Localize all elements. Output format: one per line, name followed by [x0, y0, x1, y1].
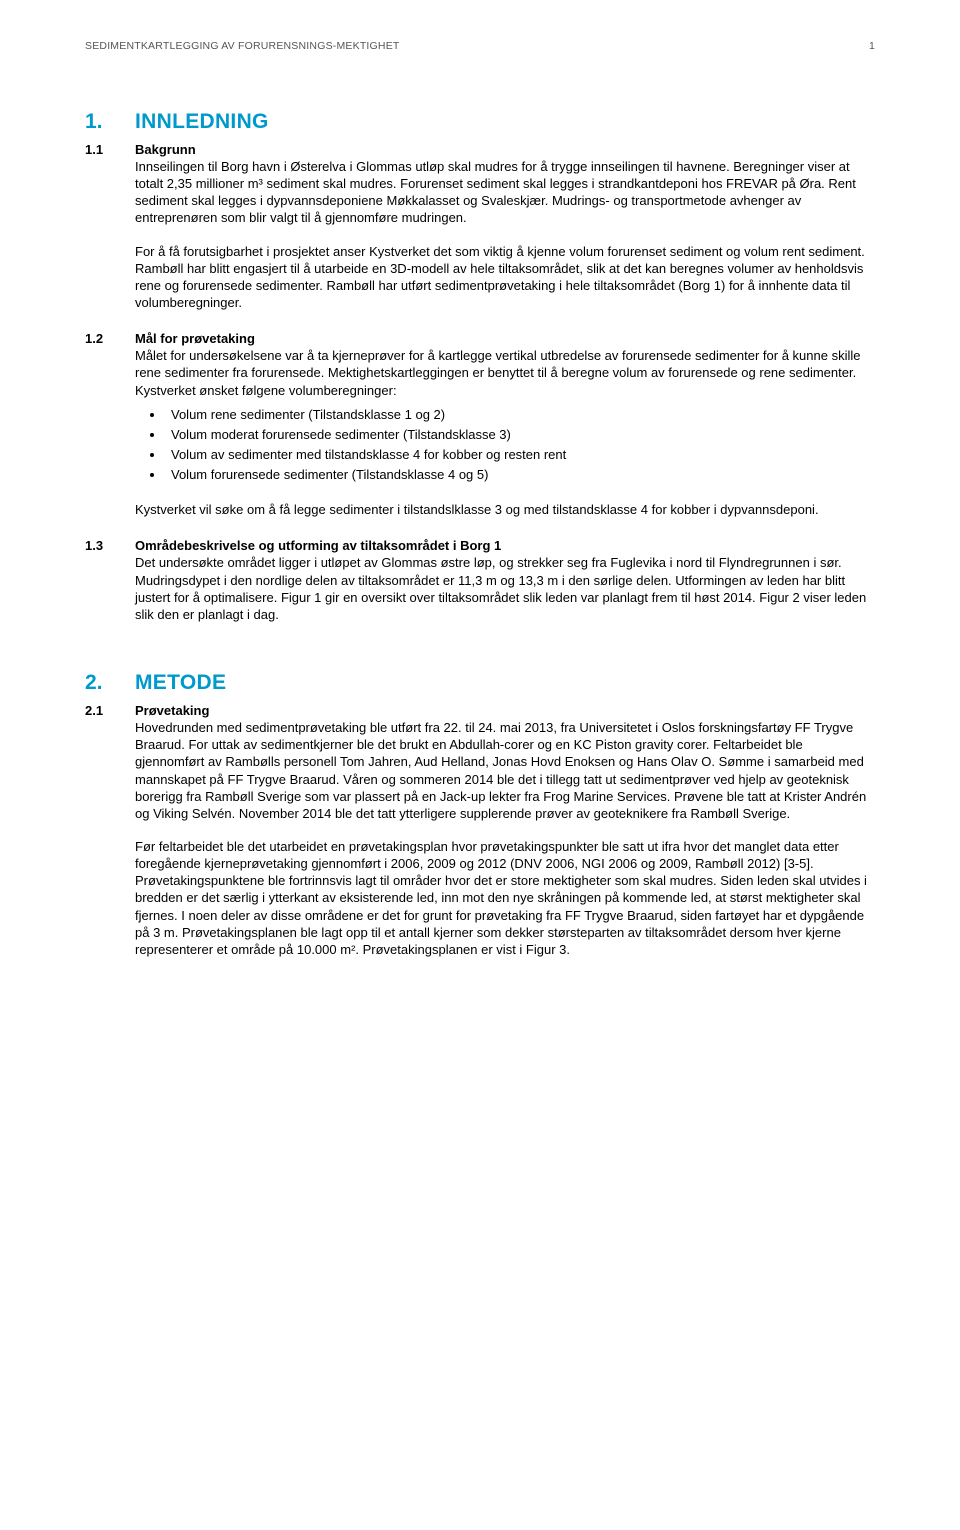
section-2-1-para-2: Før feltarbeidet ble det utarbeidet en p… — [135, 838, 875, 958]
section-1-2-title: Mål for prøvetaking — [135, 331, 875, 346]
section-2-1-para-1: Hovedrunden med sedimentprøvetaking ble … — [135, 719, 875, 822]
section-1-2-para-1: Målet for undersøkelsene var å ta kjerne… — [135, 347, 875, 398]
section-1-3-title: Områdebeskrivelse og utforming av tiltak… — [135, 538, 875, 553]
section-1-1-title: Bakgrunn — [135, 142, 875, 157]
section-1-2-number: 1.2 — [85, 331, 135, 534]
section-1-3: 1.3 Områdebeskrivelse og utforming av ti… — [85, 538, 875, 639]
section-1-1-body: Bakgrunn Innseilingen til Borg havn i Øs… — [135, 142, 875, 327]
section-2-1-number: 2.1 — [85, 703, 135, 974]
section-2-1-title: Prøvetaking — [135, 703, 875, 718]
section-1-3-body: Områdebeskrivelse og utforming av tiltak… — [135, 538, 875, 639]
section-1-2-bullet-list: Volum rene sedimenter (Tilstandsklasse 1… — [135, 405, 875, 486]
section-1-3-number: 1.3 — [85, 538, 135, 639]
section-2-1-body: Prøvetaking Hovedrunden med sedimentprøv… — [135, 703, 875, 974]
section-1-2-bullet-4: Volum forurensede sedimenter (Tilstandsk… — [165, 465, 875, 485]
section-2-1: 2.1 Prøvetaking Hovedrunden med sediment… — [85, 703, 875, 974]
section-1-2-body: Mål for prøvetaking Målet for undersøkel… — [135, 331, 875, 534]
section-1-3-para-1: Det undersøkte området ligger i utløpet … — [135, 554, 875, 623]
header-page-number: 1 — [869, 40, 875, 52]
section-1-1-para-2: For å få forutsigbarhet i prosjektet ans… — [135, 243, 875, 312]
page-container: SEDIMENTKARTLEGGING AV FORURENSNINGS-MEK… — [0, 0, 960, 1530]
chapter-1-title: INNLEDNING — [135, 110, 269, 134]
chapter-2-title: METODE — [135, 671, 226, 695]
chapter-2-number: 2. — [85, 671, 117, 695]
section-1-2-bullet-1: Volum rene sedimenter (Tilstandsklasse 1… — [165, 405, 875, 425]
section-1-2: 1.2 Mål for prøvetaking Målet for unders… — [85, 331, 875, 534]
section-1-1: 1.1 Bakgrunn Innseilingen til Borg havn … — [85, 142, 875, 327]
section-1-2-bullet-2: Volum moderat forurensede sedimenter (Ti… — [165, 425, 875, 445]
chapter-2-heading: 2. METODE — [85, 671, 875, 699]
chapter-1-heading: 1. INNLEDNING — [85, 110, 875, 138]
section-1-2-bullet-3: Volum av sedimenter med tilstandsklasse … — [165, 445, 875, 465]
section-1-1-para-1: Innseilingen til Borg havn i Østerelva i… — [135, 158, 875, 227]
header-title: SEDIMENTKARTLEGGING AV FORURENSNINGS-MEK… — [85, 40, 400, 52]
running-header: SEDIMENTKARTLEGGING AV FORURENSNINGS-MEK… — [85, 40, 875, 52]
section-1-2-para-after: Kystverket vil søke om å få legge sedime… — [135, 501, 875, 518]
section-1-1-number: 1.1 — [85, 142, 135, 327]
chapter-1-number: 1. — [85, 110, 117, 134]
chapter-gap — [85, 639, 875, 671]
